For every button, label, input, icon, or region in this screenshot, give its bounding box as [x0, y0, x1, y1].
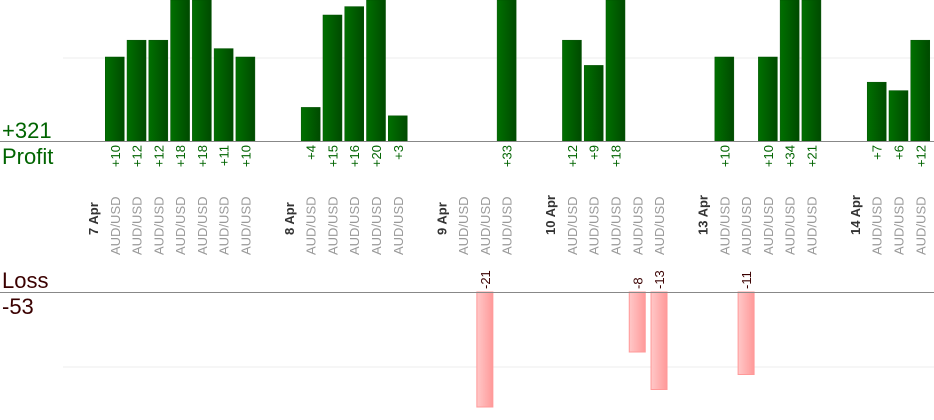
pair-label: AUD/USD [608, 196, 623, 255]
profit-value-label: +34 [783, 145, 798, 167]
loss-value-label: -8 [630, 277, 645, 289]
profit-value-label: +12 [151, 145, 166, 167]
pair-label: AUD/USD [630, 196, 645, 255]
loss-value-label: -21 [478, 270, 493, 289]
profit-value-label: +16 [347, 145, 362, 167]
date-label: 8 Apr [282, 202, 297, 235]
profit-value-label: +4 [304, 145, 319, 160]
pair-label: AUD/USD [565, 196, 580, 255]
date-label: 14 Apr [848, 195, 863, 235]
profit-total: +321 [2, 118, 52, 143]
pair-label: AUD/USD [587, 196, 602, 255]
loss-label: Loss [2, 268, 48, 293]
pair-label: AUD/USD [717, 196, 732, 255]
date-label: 13 Apr [696, 195, 711, 235]
profit-bar [170, 0, 190, 142]
pair-label: AUD/USD [739, 196, 754, 255]
profit-bar [213, 48, 234, 142]
profit-value-label: +9 [587, 145, 602, 160]
profit-bar [235, 56, 256, 142]
pair-label: AUD/USD [151, 196, 166, 255]
profit-value-label: +12 [565, 145, 580, 167]
profit-bar [192, 0, 212, 142]
profit-value-label: +15 [325, 145, 340, 167]
profit-value-label: +20 [369, 145, 384, 167]
pair-label: AUD/USD [130, 196, 145, 255]
loss-total: -53 [2, 294, 34, 319]
profit-bar [779, 0, 800, 142]
pair-label: AUD/USD [456, 196, 471, 255]
profit-bar [496, 0, 517, 142]
pair-label: AUD/USD [369, 196, 384, 255]
pair-label: AUD/USD [783, 196, 798, 255]
loss-value-label: -11 [739, 271, 754, 289]
pair-label: AUD/USD [478, 196, 493, 255]
profit-label: Profit [2, 144, 53, 169]
profit-bar [714, 56, 735, 142]
profit-value-label: +7 [870, 145, 885, 160]
profit-value-label: +12 [913, 145, 928, 167]
pair-label: AUD/USD [304, 196, 319, 255]
profit-value-label: +10 [238, 145, 253, 167]
pair-label: AUD/USD [870, 196, 885, 255]
profit-bar [344, 6, 364, 142]
pair-label: AUD/USD [652, 196, 667, 255]
loss-bar [476, 291, 494, 408]
profit-value-label: +21 [804, 145, 819, 167]
pair-label: AUD/USD [173, 196, 188, 255]
profit-bar [583, 65, 604, 142]
profit-bar [758, 56, 778, 142]
loss-bar [737, 291, 755, 375]
profit-bar [388, 115, 408, 142]
date-label: 7 Apr [86, 202, 101, 235]
pair-label: AUD/USD [108, 196, 123, 255]
profit-bar [300, 107, 321, 142]
profit-bar [801, 0, 822, 142]
profit-bar [322, 14, 343, 142]
profit-bar [126, 39, 147, 142]
loss-bar [650, 291, 668, 390]
pair-label: AUD/USD [325, 196, 340, 255]
pair-label: AUD/USD [347, 196, 362, 255]
profit-bar [366, 0, 386, 142]
profit-bar [910, 39, 931, 142]
profit-value-label: +6 [891, 145, 906, 160]
pair-label: AUD/USD [238, 196, 253, 255]
pair-label: AUD/USD [391, 196, 406, 255]
profit-value-label: +11 [217, 145, 232, 166]
pair-label: AUD/USD [761, 196, 776, 255]
loss-bar [628, 291, 646, 353]
loss-value-label: -13 [652, 270, 667, 289]
profit-bar [105, 56, 125, 142]
profit-value-label: +10 [108, 145, 123, 167]
pair-label: AUD/USD [217, 196, 232, 255]
pair-label: AUD/USD [891, 196, 906, 255]
pair-label: AUD/USD [195, 196, 210, 255]
profit-bar [866, 81, 887, 142]
pair-label: AUD/USD [500, 196, 515, 255]
profit-value-label: +18 [608, 145, 623, 167]
profit-value-label: +18 [195, 145, 210, 167]
profit-value-label: +10 [761, 145, 776, 167]
profit-value-label: +18 [173, 145, 188, 167]
profit-value-label: +3 [391, 145, 406, 160]
pair-label: AUD/USD [804, 196, 819, 255]
profit-bar [605, 0, 626, 142]
profit-value-label: +10 [717, 145, 732, 167]
profit-bar [148, 39, 169, 142]
profit-value-label: +12 [130, 145, 145, 167]
profit-bar [888, 90, 909, 142]
date-label: 9 Apr [434, 202, 449, 235]
profit-value-label: +33 [500, 145, 515, 167]
pair-label: AUD/USD [913, 196, 928, 255]
date-label: 10 Apr [543, 195, 558, 235]
profit-bar [562, 39, 582, 142]
